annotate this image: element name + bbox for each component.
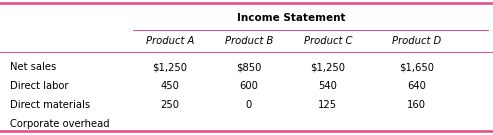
Text: $1,650: $1,650 [399,63,434,72]
Text: Income Statement: Income Statement [237,13,345,23]
Text: Corporate overhead: Corporate overhead [10,119,109,129]
Text: 125: 125 [318,100,337,110]
Text: Direct materials: Direct materials [10,100,90,110]
Text: $1,250: $1,250 [153,63,187,72]
Text: 600: 600 [240,81,258,91]
Text: Product B: Product B [225,36,273,45]
Text: Product A: Product A [146,36,194,45]
Text: 450: 450 [161,81,179,91]
Text: $850: $850 [236,63,262,72]
Text: 250: 250 [161,100,179,110]
Text: 0: 0 [246,100,252,110]
Text: Product C: Product C [304,36,352,45]
Text: Net sales: Net sales [10,63,56,72]
Text: Product D: Product D [392,36,441,45]
Text: 540: 540 [318,81,337,91]
Text: Direct labor: Direct labor [10,81,69,91]
Text: $1,250: $1,250 [311,63,345,72]
Text: 640: 640 [407,81,426,91]
Text: 160: 160 [407,100,426,110]
